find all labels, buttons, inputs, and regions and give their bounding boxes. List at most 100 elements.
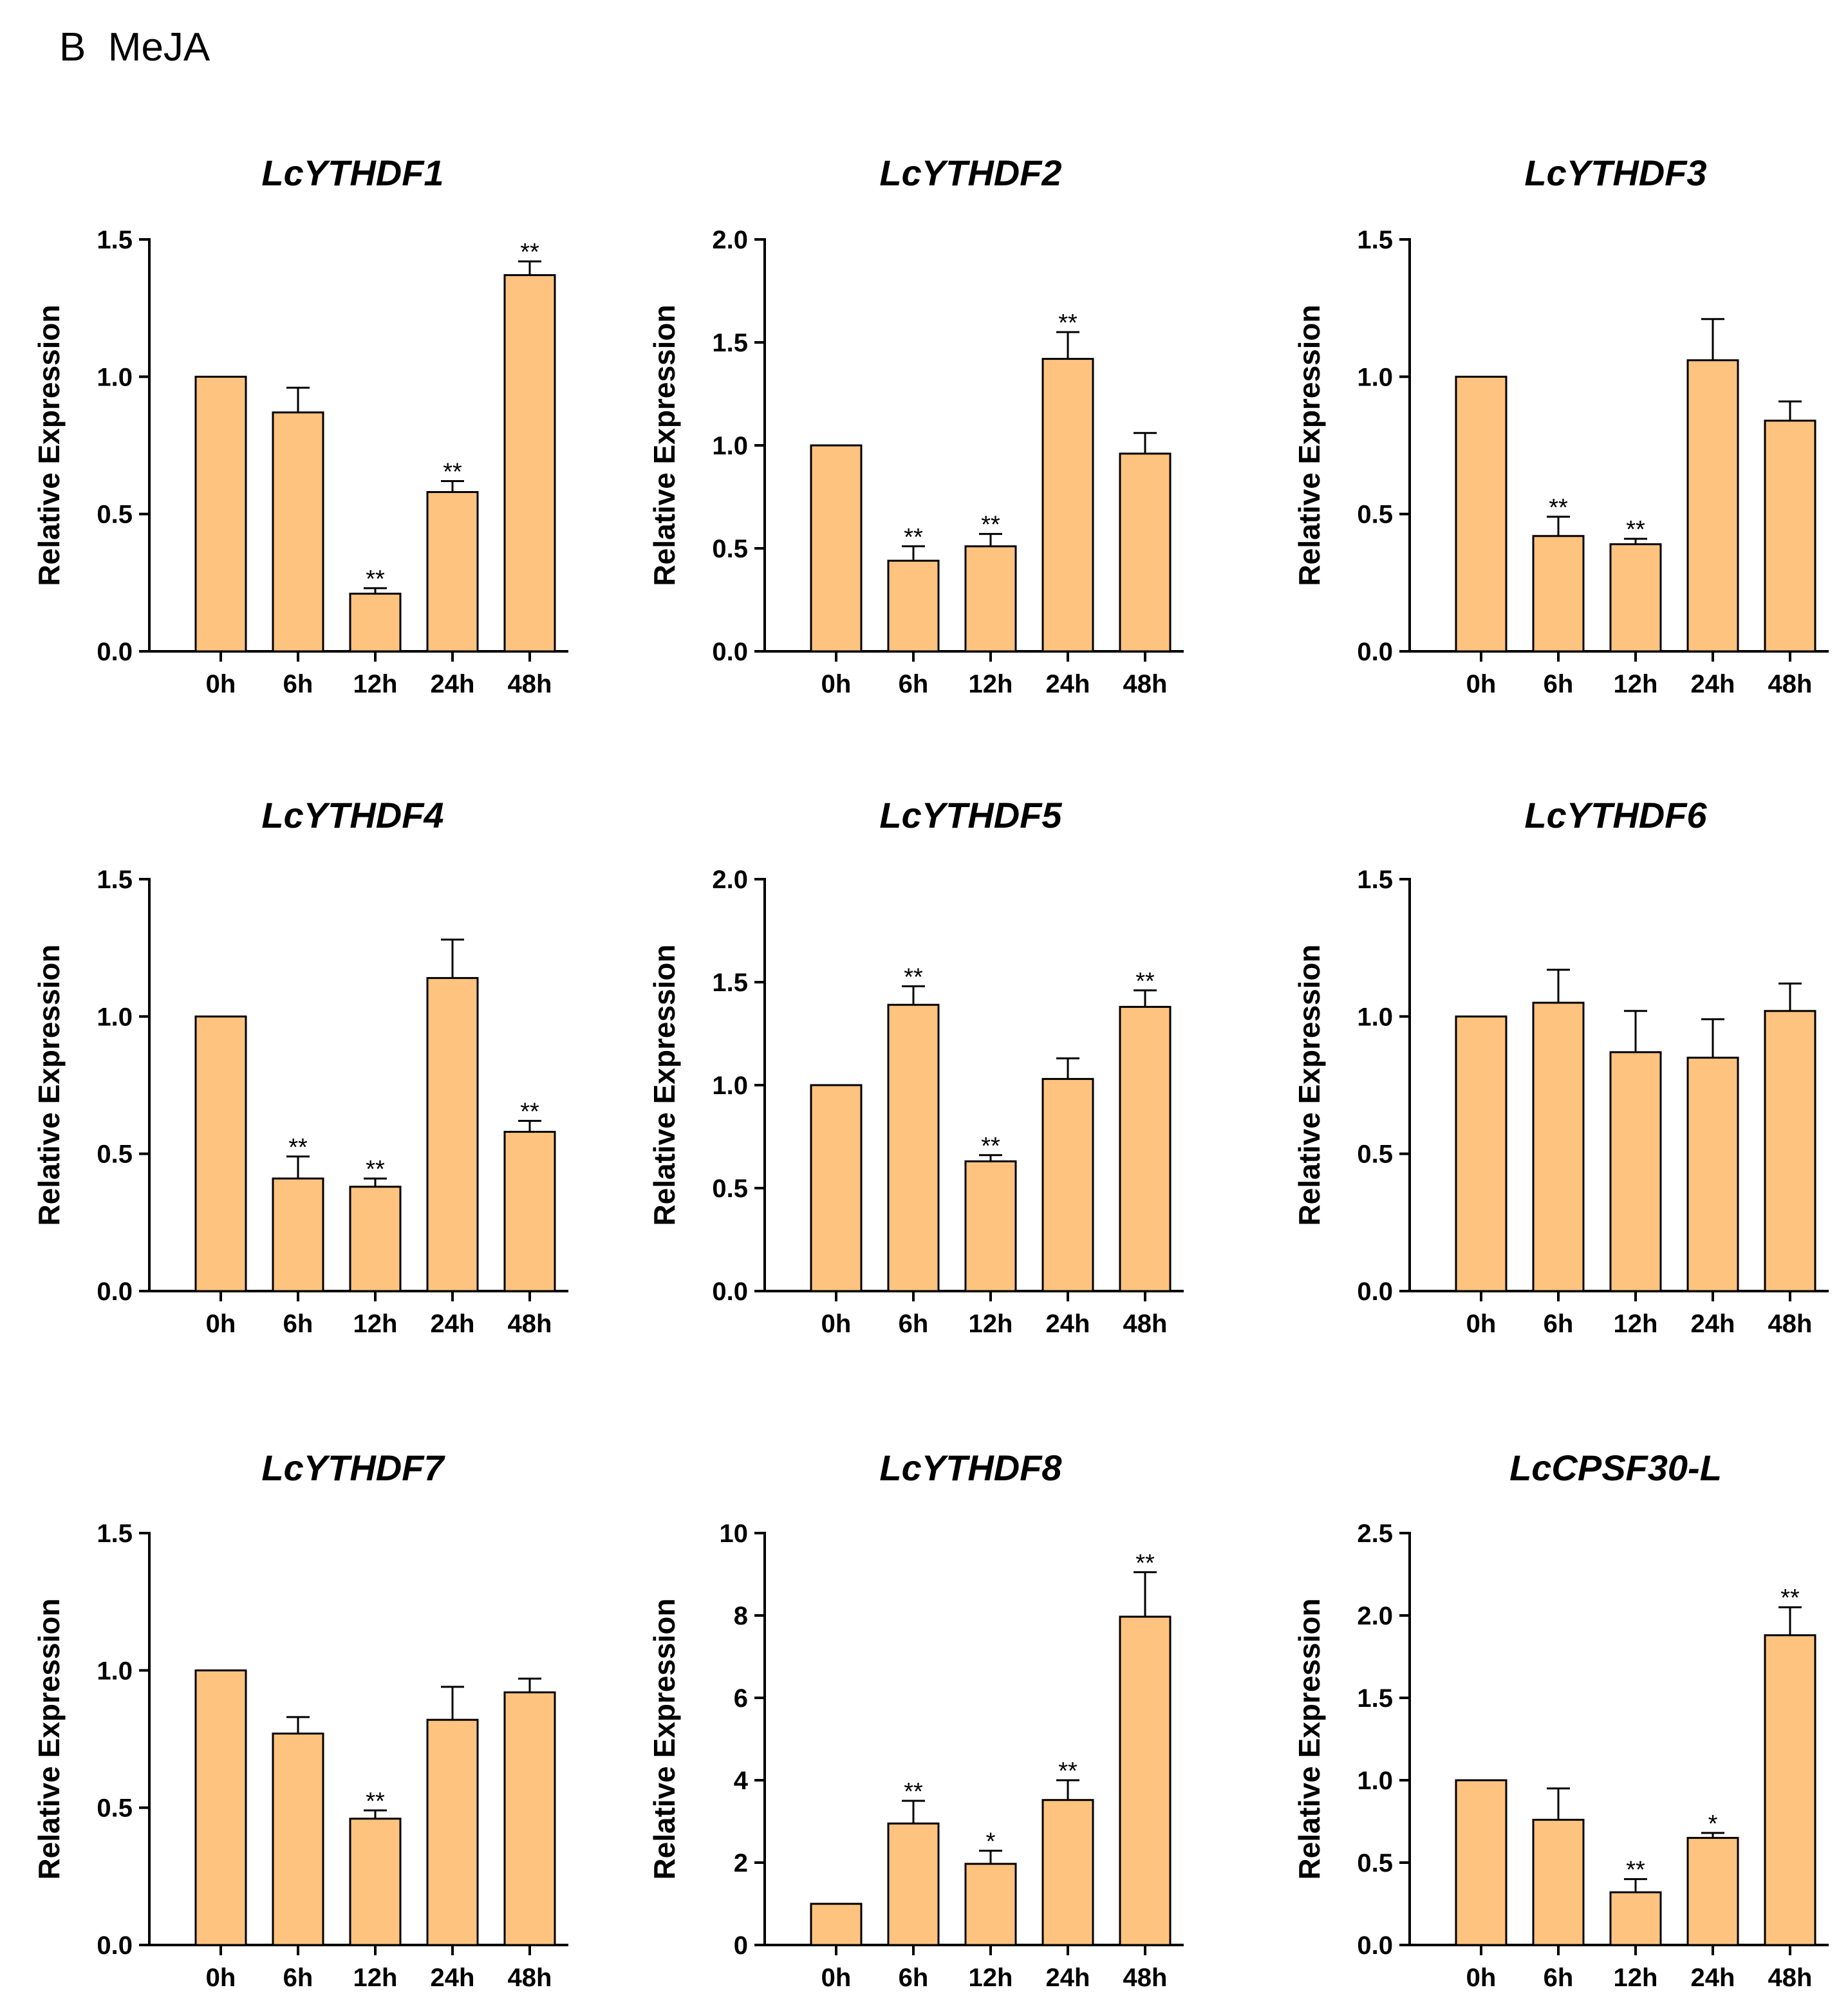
chart-title: LcYTHDF6 — [1524, 795, 1707, 835]
y-axis-label: Relative Expression — [32, 304, 66, 586]
chart-lcythdf4: LcYTHDF4 Relative Expression 0.0 0.5 1.0 1.5 0… — [32, 795, 568, 1338]
y-tick-label: 0.5 — [712, 1175, 748, 1203]
bar-24h — [426, 977, 479, 1292]
significance-mark: ** — [520, 1098, 539, 1125]
significance-mark: ** — [520, 239, 539, 266]
bar-12h — [964, 1160, 1017, 1292]
bar-0h — [810, 444, 863, 653]
x-tick-label: 12h — [969, 1964, 1013, 1992]
y-tick-label: 2.0 — [712, 226, 748, 254]
bar-6h — [1532, 1818, 1585, 1946]
bar-12h — [1609, 1891, 1662, 1946]
x-tick-label: 24h — [1046, 1964, 1090, 1992]
significance-mark: ** — [1135, 1550, 1155, 1577]
x-tick-label: 24h — [431, 670, 475, 698]
y-tick-label: 0.0 — [712, 638, 748, 666]
x-tick-label: 48h — [508, 1964, 552, 1992]
x-tick-label: 24h — [431, 1964, 475, 1992]
chart-title: LcYTHDF5 — [879, 795, 1062, 835]
y-axis-label: Relative Expression — [648, 944, 681, 1225]
x-tick-label: 12h — [969, 1310, 1013, 1338]
x-tick-label: 6h — [899, 1964, 929, 1992]
y-tick-label: 1.0 — [1357, 1767, 1393, 1795]
y-tick-label: 0.5 — [97, 501, 133, 529]
chart-title: LcYTHDF1 — [261, 153, 443, 193]
x-tick-label: 24h — [1691, 1964, 1735, 1992]
x-tick-label: 6h — [283, 670, 313, 698]
y-tick-label: 0 — [734, 1931, 748, 1960]
bar-0h — [1455, 1779, 1507, 1946]
y-tick-label: 1.5 — [712, 969, 748, 997]
x-tick-label: 6h — [899, 1310, 929, 1338]
bar-0h — [1455, 375, 1507, 653]
x-tick-label: 6h — [283, 1310, 313, 1338]
bar-0h — [810, 1084, 863, 1292]
significance-mark: ** — [904, 524, 923, 551]
significance-mark: ** — [366, 1788, 385, 1815]
significance-mark: ** — [366, 566, 385, 593]
y-axis-label: Relative Expression — [32, 944, 66, 1225]
y-tick-label: 1.5 — [97, 866, 133, 894]
x-tick-label: 0h — [821, 1310, 852, 1338]
x-tick-label: 0h — [206, 670, 236, 698]
bar-6h — [1532, 1001, 1585, 1292]
y-axis-label: Relative Expression — [648, 1598, 681, 1879]
x-tick-label: 48h — [1123, 670, 1168, 698]
y-tick-label: 1.0 — [1357, 1003, 1393, 1031]
bar-12h — [1609, 1051, 1662, 1292]
y-tick-label: 0.0 — [1357, 1931, 1393, 1960]
bar-48h — [1119, 1615, 1171, 1946]
x-tick-label: 24h — [1691, 670, 1735, 698]
x-tick-label: 0h — [1466, 670, 1497, 698]
x-tick-label: 6h — [283, 1964, 313, 1992]
y-tick-label: 1.5 — [1357, 226, 1393, 254]
chart-title: LcYTHDF3 — [1524, 153, 1706, 193]
x-tick-label: 24h — [431, 1310, 475, 1338]
bar-48h — [1119, 1005, 1171, 1292]
y-tick-label: 0.0 — [1357, 1278, 1393, 1306]
y-tick-label: 2.0 — [712, 866, 748, 894]
bar-12h — [349, 592, 402, 653]
bar-48h — [503, 1691, 556, 1946]
y-tick-label: 1.0 — [712, 1072, 748, 1100]
significance-mark: ** — [1780, 1585, 1800, 1612]
y-tick-label: 8 — [734, 1602, 748, 1630]
chart-title: LcYTHDF2 — [879, 153, 1061, 193]
significance-mark: ** — [904, 963, 923, 991]
bar-24h — [1686, 359, 1739, 653]
x-tick-label: 48h — [1768, 670, 1813, 698]
significance-mark: ** — [1058, 310, 1078, 337]
x-tick-label: 0h — [206, 1310, 236, 1338]
y-tick-label: 6 — [734, 1684, 748, 1713]
y-axis-label: Relative Expression — [648, 304, 681, 586]
y-axis-label: Relative Expression — [1293, 1598, 1326, 1879]
x-tick-label: 6h — [899, 670, 929, 698]
bar-12h — [349, 1818, 402, 1946]
bar-6h — [272, 1732, 324, 1946]
y-tick-label: 0.0 — [97, 1931, 133, 1960]
y-tick-label: 1.0 — [1357, 363, 1393, 391]
chart-title: LcCPSF30-L — [1509, 1447, 1722, 1488]
bar-24h — [426, 1718, 479, 1946]
y-tick-label: 1.5 — [97, 226, 133, 254]
chart-title: LcYTHDF4 — [261, 795, 443, 835]
x-tick-label: 24h — [1046, 1310, 1090, 1338]
y-tick-label: 1.0 — [97, 1657, 133, 1685]
bar-0h — [810, 1903, 863, 1946]
x-tick-label: 12h — [1614, 670, 1658, 698]
chart-lcythdf6: LcYTHDF6 Relative Expression 0.0 0.5 1.0 1.5 0… — [1293, 795, 1829, 1338]
y-tick-label: 1.0 — [97, 1003, 133, 1031]
y-tick-label: 0.0 — [1357, 638, 1393, 666]
bar-24h — [426, 491, 479, 653]
y-tick-label: 0.5 — [97, 1140, 133, 1169]
significance-mark: ** — [288, 1134, 308, 1161]
bar-12h — [964, 1863, 1017, 1946]
bar-48h — [503, 274, 556, 653]
y-tick-label: 0.0 — [97, 1278, 133, 1306]
x-tick-label: 12h — [353, 1964, 398, 1992]
x-tick-label: 48h — [508, 1310, 552, 1338]
y-tick-label: 0.5 — [712, 535, 748, 563]
x-tick-label: 48h — [1123, 1310, 1168, 1338]
x-tick-label: 12h — [969, 670, 1013, 698]
y-tick-label: 0.5 — [97, 1794, 133, 1823]
